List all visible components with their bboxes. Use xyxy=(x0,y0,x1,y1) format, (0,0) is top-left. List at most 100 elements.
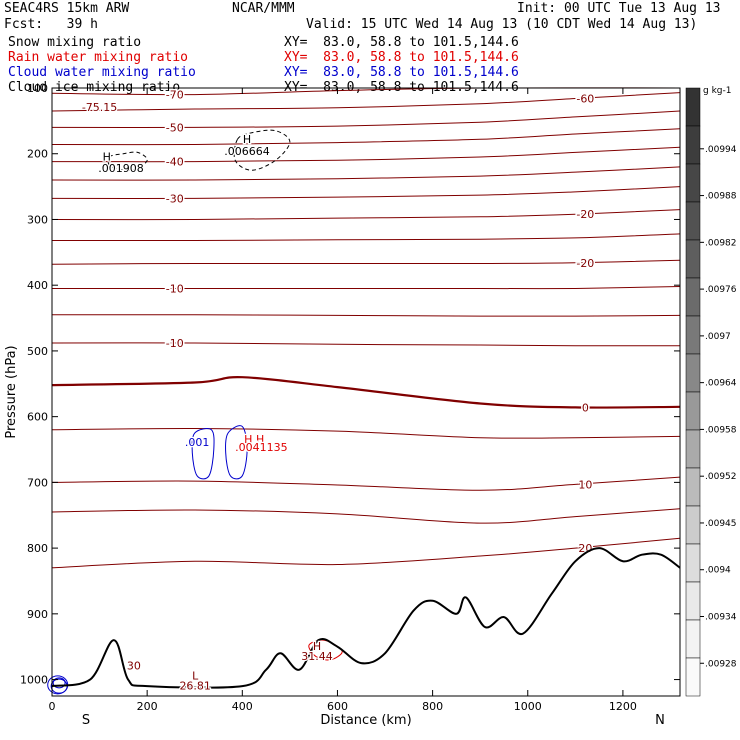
isotherm-label: 10 xyxy=(578,478,592,491)
x-tick-label: 400 xyxy=(232,700,253,713)
y-tick-label: 100 xyxy=(27,82,48,95)
x-tick-label: 600 xyxy=(327,700,348,713)
colorbar-label: .00964 xyxy=(705,379,737,389)
annotation-label: H xyxy=(103,150,111,163)
isotherm-label: -20 xyxy=(576,257,594,270)
y-tick-label: 600 xyxy=(27,411,48,424)
x-tick-label: 0 xyxy=(49,700,56,713)
annotation-label: -75.15 xyxy=(82,101,117,114)
isotherm-line xyxy=(52,286,681,290)
colorbar-label: .00994 xyxy=(705,145,737,155)
field-xy-cloud-water: XY= 83.0, 58.8 to 101.5,144.6 xyxy=(284,65,519,80)
y-tick-label: 400 xyxy=(27,279,48,292)
annotation-label: 31.44 xyxy=(301,650,333,663)
cloud-water-contour xyxy=(225,425,248,480)
annotation-label: 26.81 xyxy=(179,679,211,692)
isotherm-line xyxy=(51,376,681,409)
isotherm-line xyxy=(51,128,681,146)
isotherm-line xyxy=(51,110,681,129)
colorbar: .00994 .00988 .00982 .00976 .0097 .00964 .0095… xyxy=(685,87,737,697)
isotherm-line xyxy=(51,233,681,242)
colorbar-swatch xyxy=(685,429,701,469)
colorbar-swatch xyxy=(685,163,701,203)
isotherm-label: -40 xyxy=(166,156,184,169)
x-end-label-south: S xyxy=(82,713,90,728)
colorbar-swatch xyxy=(685,619,701,659)
colorbar-swatch xyxy=(685,467,701,507)
isotherm-line xyxy=(51,146,681,163)
colorbar-label: .00988 xyxy=(705,192,737,202)
terrain-line xyxy=(51,547,681,689)
annotation-label: H H xyxy=(244,433,264,446)
annotation-label: .001908 xyxy=(98,162,144,175)
annotation-label: H xyxy=(313,640,321,653)
colorbar-label: .00928 xyxy=(705,659,737,669)
isotherm-label: -60 xyxy=(576,93,594,106)
y-tick-label: 900 xyxy=(27,608,48,621)
center-label: NCAR/MMM xyxy=(232,1,295,16)
colorbar-swatch xyxy=(685,239,701,279)
colorbar-label: .00945 xyxy=(705,519,737,529)
isotherm-line xyxy=(51,342,681,347)
colorbar-label: .00934 xyxy=(705,612,737,622)
field-name-snow: Snow mixing ratio xyxy=(8,35,142,50)
colorbar-unit: g kg-1 xyxy=(703,86,731,96)
x-end-label-north: N xyxy=(655,713,665,728)
y-tick-label: 200 xyxy=(27,148,48,161)
y-tick-label: 500 xyxy=(27,345,48,358)
init-time: Init: 00 UTC Tue 13 Aug 13 xyxy=(517,1,721,16)
colorbar-swatch xyxy=(685,201,701,241)
isotherm-label: -20 xyxy=(576,208,594,221)
y-tick-label: 300 xyxy=(27,213,48,226)
snow-contour xyxy=(107,151,148,171)
colorbar-label: .00976 xyxy=(705,285,737,295)
colorbar-swatch xyxy=(685,353,701,393)
x-tick-label: 200 xyxy=(137,700,158,713)
colorbar-swatch xyxy=(685,315,701,355)
colorbar-swatch xyxy=(685,277,701,317)
colorbar-swatch xyxy=(685,581,701,621)
annotation-label: 30 xyxy=(127,660,141,673)
isotherm-line xyxy=(51,508,681,524)
isotherm-label: -70 xyxy=(166,89,184,102)
hydrometeor-contours xyxy=(47,129,343,695)
isotherm-line xyxy=(51,427,681,439)
colorbar-swatch xyxy=(685,87,701,127)
isotherm-line xyxy=(51,209,681,221)
x-tick-label: 1000 xyxy=(514,700,542,713)
isotherm-line xyxy=(51,92,681,112)
x-tick-label: 1200 xyxy=(609,700,637,713)
isotherm-line xyxy=(51,259,681,265)
annotation-label: .0041135 xyxy=(235,441,288,454)
colorbar-label: .00952 xyxy=(705,472,737,482)
isotherm-line xyxy=(51,186,681,199)
plot-frame xyxy=(51,87,681,697)
colorbar-label: .0097 xyxy=(705,332,731,342)
annotation-label: .001 xyxy=(185,436,210,449)
colorbar-label: .00958 xyxy=(705,425,737,435)
annotation-label: .006664 xyxy=(224,145,270,158)
isotherm-line xyxy=(51,537,681,569)
axes: 0 200 400 600 800 1000 12001002003004005006007… xyxy=(20,82,680,713)
isotherm-label: -10 xyxy=(166,337,184,350)
colorbar-label: .0094 xyxy=(705,566,731,576)
y-axis-label: Pressure (hPa) xyxy=(4,345,19,438)
model-title: SEAC4RS 15km ARW xyxy=(4,1,130,16)
y-tick-label: 1000 xyxy=(20,674,48,687)
x-tick-label: 800 xyxy=(422,700,443,713)
x-axis-label: Distance (km) xyxy=(320,713,411,728)
isotherm-line xyxy=(51,166,681,181)
colorbar-label: .00982 xyxy=(705,238,737,248)
field-xy-rain: XY= 83.0, 58.8 to 101.5,144.6 xyxy=(284,50,519,65)
isotherm-line xyxy=(51,314,681,317)
isotherm-line xyxy=(51,476,681,491)
colorbar-swatch xyxy=(685,505,701,545)
snow-contour xyxy=(233,129,291,171)
colorbar-swatch xyxy=(685,657,701,697)
annotation-label: L xyxy=(192,670,199,683)
isotherm-label: -30 xyxy=(166,192,184,205)
forecast-hour: Fcst: 39 h xyxy=(4,17,98,32)
